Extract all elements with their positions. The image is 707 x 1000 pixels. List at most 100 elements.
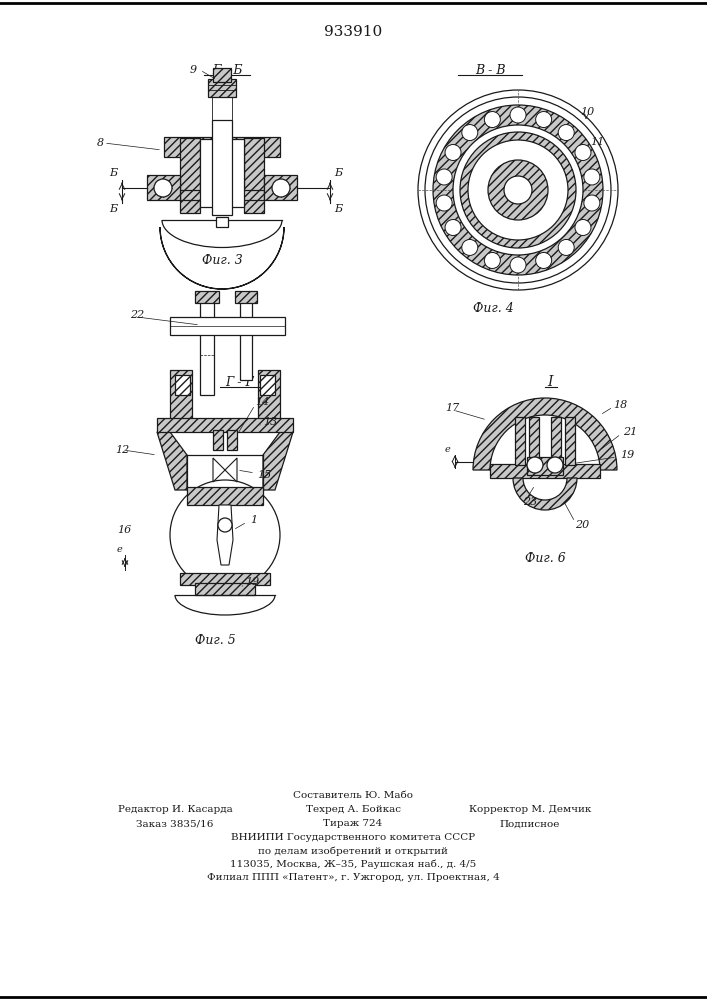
- Text: 17: 17: [445, 403, 460, 413]
- Bar: [200, 300, 214, 395]
- Circle shape: [468, 140, 568, 240]
- Circle shape: [559, 125, 574, 141]
- Text: Составитель Ю. Мабо: Составитель Ю. Мабо: [293, 792, 413, 800]
- Bar: [213, 68, 231, 82]
- Circle shape: [536, 112, 551, 128]
- Bar: [565, 417, 575, 465]
- Bar: [195, 291, 219, 303]
- Bar: [170, 317, 285, 335]
- Polygon shape: [213, 458, 225, 482]
- Bar: [260, 375, 275, 395]
- Circle shape: [527, 457, 543, 473]
- Bar: [244, 138, 264, 213]
- Bar: [264, 175, 297, 200]
- Text: e: e: [445, 446, 451, 454]
- Text: I: I: [547, 375, 553, 389]
- Text: Фиг. 6: Фиг. 6: [525, 552, 566, 564]
- Bar: [240, 300, 252, 380]
- Text: 11: 11: [590, 137, 604, 147]
- Bar: [227, 430, 237, 450]
- Text: 21: 21: [623, 427, 637, 437]
- Bar: [529, 417, 539, 465]
- Bar: [200, 139, 244, 207]
- Text: 20: 20: [575, 520, 589, 530]
- Circle shape: [170, 480, 280, 590]
- Bar: [216, 217, 228, 227]
- Text: Фиг. 5: Фиг. 5: [194, 634, 235, 647]
- Circle shape: [575, 220, 591, 235]
- Circle shape: [484, 112, 501, 128]
- Bar: [527, 457, 563, 475]
- Bar: [195, 583, 255, 595]
- Text: 1: 1: [250, 515, 257, 525]
- Wedge shape: [513, 478, 577, 510]
- Bar: [180, 573, 270, 585]
- Text: Б: Б: [334, 168, 342, 178]
- Text: Б: Б: [109, 168, 117, 178]
- Text: Заказ 3835/16: Заказ 3835/16: [136, 820, 214, 828]
- Text: 18: 18: [613, 400, 627, 410]
- Circle shape: [154, 179, 172, 197]
- Bar: [258, 370, 280, 420]
- Circle shape: [445, 144, 461, 160]
- Polygon shape: [225, 458, 237, 482]
- Circle shape: [504, 176, 532, 204]
- Bar: [180, 190, 264, 200]
- Circle shape: [510, 257, 526, 273]
- Circle shape: [584, 195, 600, 211]
- Text: 23: 23: [523, 497, 537, 507]
- Bar: [235, 291, 257, 303]
- Text: 10: 10: [580, 107, 595, 117]
- Text: В - В: В - В: [474, 64, 506, 77]
- Text: 8: 8: [97, 138, 104, 148]
- Bar: [175, 375, 190, 395]
- Circle shape: [575, 144, 591, 160]
- Text: Б - Б: Б - Б: [212, 64, 243, 77]
- Circle shape: [418, 90, 618, 290]
- Bar: [490, 464, 600, 478]
- Text: Фиг. 4: Фиг. 4: [472, 302, 513, 314]
- Polygon shape: [217, 505, 233, 565]
- Text: Г - Г: Г - Г: [226, 375, 255, 388]
- Circle shape: [462, 239, 478, 255]
- Circle shape: [547, 457, 563, 473]
- Circle shape: [436, 169, 452, 185]
- Wedge shape: [490, 415, 600, 470]
- Polygon shape: [157, 432, 187, 490]
- Bar: [147, 175, 180, 200]
- Text: Техред А. Бойкас: Техред А. Бойкас: [305, 806, 400, 814]
- Circle shape: [425, 97, 611, 283]
- Text: e: e: [117, 546, 123, 554]
- Text: Корректор М. Демчик: Корректор М. Демчик: [469, 806, 591, 814]
- Circle shape: [433, 105, 603, 275]
- Text: Б: Б: [109, 204, 117, 214]
- Circle shape: [453, 125, 583, 255]
- Circle shape: [584, 169, 600, 185]
- Text: 113035, Москва, Ж–35, Раушская наб., д. 4/5: 113035, Москва, Ж–35, Раушская наб., д. …: [230, 859, 476, 869]
- Text: 14: 14: [255, 397, 269, 407]
- Circle shape: [436, 195, 452, 211]
- Text: 13: 13: [263, 417, 277, 427]
- Text: Подписное: Подписное: [500, 820, 560, 828]
- Text: Фиг. 3: Фиг. 3: [201, 253, 243, 266]
- Circle shape: [445, 220, 461, 235]
- Bar: [180, 138, 200, 213]
- Bar: [212, 120, 232, 215]
- Circle shape: [559, 239, 574, 255]
- Wedge shape: [473, 398, 617, 470]
- Circle shape: [488, 160, 548, 220]
- Text: 15: 15: [257, 470, 271, 480]
- Text: 19: 19: [245, 577, 259, 587]
- Text: 12: 12: [115, 445, 129, 455]
- Circle shape: [460, 132, 576, 248]
- Circle shape: [218, 518, 232, 532]
- Text: ВНИИПИ Государственного комитета СССР: ВНИИПИ Государственного комитета СССР: [231, 834, 475, 842]
- Text: 9: 9: [190, 65, 197, 75]
- Bar: [208, 79, 236, 97]
- Bar: [170, 370, 192, 420]
- Text: 933910: 933910: [324, 25, 382, 39]
- Text: Филиал ППП «Патент», г. Ужгород, ул. Проектная, 4: Филиал ППП «Патент», г. Ужгород, ул. Про…: [206, 872, 499, 882]
- Circle shape: [536, 252, 551, 268]
- Text: 22: 22: [130, 310, 144, 320]
- Text: 19: 19: [620, 450, 634, 460]
